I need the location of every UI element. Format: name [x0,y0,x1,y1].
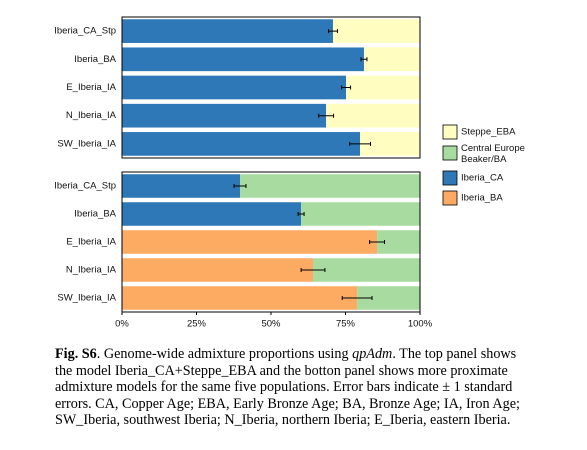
error-bar [341,85,352,90]
bar-segment [313,258,420,282]
legend-label: Steppe_EBA [461,127,516,138]
panel-frame [121,16,421,159]
y-tick-label: Iberia_BA [74,54,116,65]
bar-segment [360,132,420,156]
error-bar [349,141,372,146]
legend-label: Iberia_BA [461,193,503,204]
error-bar [360,57,368,62]
y-tick-label: SW_Iberia_IA [57,293,116,304]
bar-segment [357,286,420,310]
bar-segment [122,174,241,198]
bar-segment [363,47,420,72]
error-bar [328,29,338,34]
legend-swatch [442,170,458,186]
caption: Fig. S6. Genome-wide admixture proportio… [55,346,537,429]
caption-method: qpAdm [352,346,393,362]
x-tick-label: 50% [261,319,281,330]
y-tick-label: Iberia_CA_Stp [54,181,116,192]
error-bar [297,212,305,216]
legend-swatch [442,145,458,161]
caption-text: . The top panel shows the model Iberia_C… [55,346,520,429]
y-tick-label: N_Iberia_IA [66,265,117,276]
error-bar [369,240,386,244]
legend-swatch [442,190,458,206]
bar-segment [377,230,420,254]
error-bar [341,296,373,300]
bar-segment [122,230,378,254]
legend-label: Central Europe Beaker/BA [461,143,525,165]
bar-segment [301,202,420,226]
caption-label: Fig. S6 [55,346,97,362]
x-tick-label: 100% [408,319,433,330]
error-bar [318,113,335,118]
caption-text: . Genome-wide admixture proportions usin… [96,346,353,362]
bar-segment [122,19,333,43]
bar-segment [122,103,327,128]
legend-swatch [442,124,458,140]
x-tick-label: 0% [115,319,129,330]
bar-segment [332,19,420,43]
bar-segment [122,132,361,156]
bar-segment [122,75,347,100]
chart: Iberia_CA_Stp Iberia_BA E_Iberia_IA N_Iberi… [54,16,525,330]
y-tick-label: E_Iberia_IA [66,237,116,248]
y-tick-label: Iberia_CA_Stp [54,26,116,37]
y-tick-label: E_Iberia_IA [66,82,116,93]
bar-segment [240,174,420,198]
y-tick-label: N_Iberia_IA [66,110,117,121]
bar-segment [122,258,314,282]
x-tick-label: 25% [187,319,207,330]
y-tick-label: Iberia_BA [74,209,116,220]
y-tick-label: SW_Iberia_IA [57,138,116,149]
bar-segment [326,103,420,128]
bar-segment [122,286,358,310]
error-bar [233,184,247,188]
bar-segment [346,75,420,100]
error-bar [300,268,326,272]
legend-label: Iberia_CA [461,173,504,184]
x-tick-label: 75% [336,319,356,330]
bar-segment [122,202,302,226]
bar-segment [122,47,364,72]
